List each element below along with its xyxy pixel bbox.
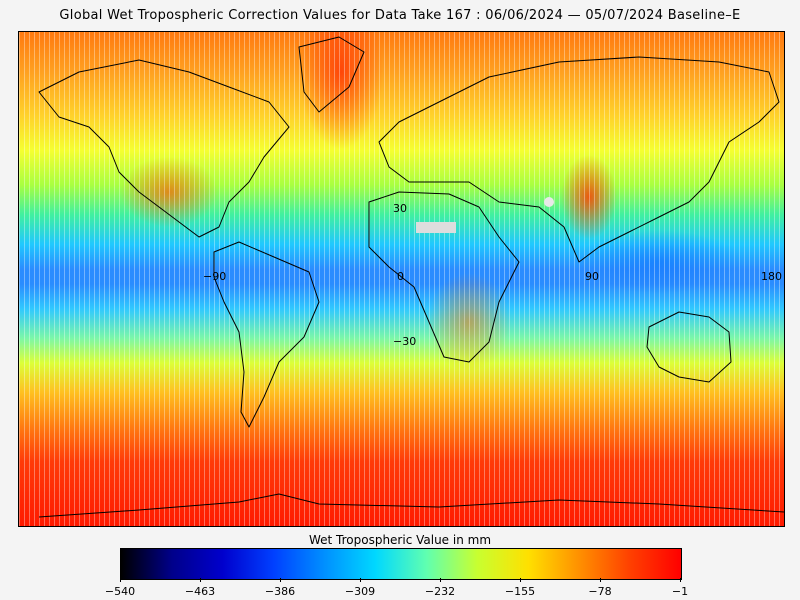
- lon-label-0: 0: [397, 270, 404, 283]
- colorbar-tick-label: −155: [504, 585, 536, 598]
- colorbar-tick-label: −386: [264, 585, 296, 598]
- no-data-dot: [544, 197, 554, 207]
- greenland-coast: [298, 36, 365, 113]
- colorbar-tick-label: −78: [588, 585, 612, 598]
- colorbar-tick: [600, 578, 601, 582]
- lat-label-30n: 30: [393, 202, 407, 215]
- colorbar-tick: [360, 578, 361, 582]
- australia-coast: [646, 311, 732, 383]
- colorbar-tick-label: −232: [424, 585, 456, 598]
- colorbar-title: Wet Tropospheric Value in mm: [308, 533, 492, 547]
- colorbar-tick-label: −309: [344, 585, 376, 598]
- colorbar-tick: [520, 578, 521, 582]
- north-america-coast: [38, 59, 290, 238]
- antarctica-coast: [38, 493, 784, 518]
- colorbar-tick-label: −540: [104, 585, 136, 598]
- colorbar-tick: [680, 578, 681, 582]
- colorbar: [120, 548, 682, 580]
- data-swath-streaks: [19, 32, 784, 526]
- lon-label-180: 180: [761, 270, 782, 283]
- eurasia-coast: [378, 56, 780, 263]
- colorbar-tick-label: −463: [184, 585, 216, 598]
- lat-label-30s: −30: [393, 335, 417, 348]
- lon-label-90w: −90: [203, 270, 227, 283]
- world-map: 30 −90 0 90 180 −30: [18, 31, 785, 527]
- colorbar-tick: [120, 578, 121, 582]
- south-america-coast: [213, 241, 320, 428]
- no-data-patch: [416, 222, 456, 233]
- colorbar-tick: [280, 578, 281, 582]
- colorbar-ticks: −540 −463 −386 −309 −232 −155 −78 −1: [105, 578, 688, 600]
- colorbar-tick: [440, 578, 441, 582]
- colorbar-tick: [200, 578, 201, 582]
- colorbar-tick-label: −1: [671, 585, 689, 598]
- coastlines: [38, 36, 784, 518]
- lon-label-90e: 90: [585, 270, 599, 283]
- page-title: Global Wet Tropospheric Correction Value…: [59, 8, 741, 23]
- africa-coast: [368, 191, 520, 363]
